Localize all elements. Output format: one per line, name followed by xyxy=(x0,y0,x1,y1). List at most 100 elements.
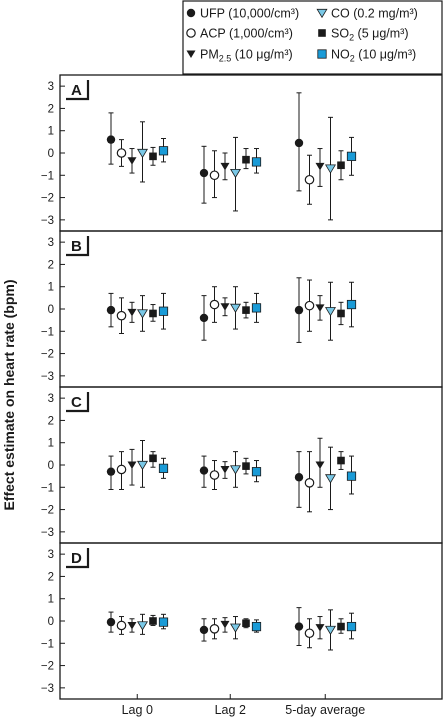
point-marker xyxy=(106,135,116,144)
y-tick-label: 1 xyxy=(48,438,54,450)
point-marker xyxy=(294,305,304,315)
data-point xyxy=(294,607,304,647)
point-marker xyxy=(149,617,157,625)
y-tick-label: −1 xyxy=(41,482,54,494)
point-marker xyxy=(149,309,157,318)
point-marker xyxy=(346,299,357,310)
legend-marker xyxy=(316,8,328,19)
data-point xyxy=(116,451,127,491)
y-tick-label: −3 xyxy=(41,527,54,539)
point-marker xyxy=(136,309,149,319)
data-point xyxy=(346,281,357,328)
data-point xyxy=(324,446,337,511)
data-point xyxy=(220,297,230,317)
panel-frame xyxy=(59,230,443,388)
legend-marker xyxy=(318,29,326,37)
y-tick-label: 3 xyxy=(48,81,54,93)
legend-item: SO2 (5 μg/m³) xyxy=(318,27,409,43)
point-marker xyxy=(158,306,169,316)
data-point xyxy=(158,292,169,330)
point-marker xyxy=(136,621,149,631)
point-marker xyxy=(324,307,337,317)
point-marker xyxy=(294,622,304,631)
point-marker xyxy=(242,619,250,628)
point-marker xyxy=(220,620,230,629)
data-point xyxy=(116,139,127,167)
point-marker xyxy=(242,462,250,470)
data-point xyxy=(158,613,169,630)
panel-label-frame xyxy=(66,392,90,413)
y-tick-label: 0 xyxy=(48,148,54,160)
point-marker xyxy=(346,471,357,481)
data-point xyxy=(149,304,157,322)
data-point xyxy=(337,150,345,181)
data-point xyxy=(229,451,242,488)
data-point xyxy=(304,154,315,205)
point-marker xyxy=(304,300,315,311)
data-point xyxy=(199,455,209,488)
legend-marker xyxy=(186,28,196,38)
point-marker xyxy=(116,310,127,321)
point-marker xyxy=(315,304,325,312)
point-marker xyxy=(337,309,345,318)
data-point xyxy=(242,457,250,475)
legend-item: CO (0.2 mg/m³) xyxy=(316,7,418,21)
data-point xyxy=(324,116,337,221)
point-marker xyxy=(251,303,262,313)
data-point xyxy=(136,121,149,183)
point-marker xyxy=(136,148,149,159)
legend-label: PM2.5 (10 μg/m³) xyxy=(200,48,293,64)
point-marker xyxy=(136,460,149,471)
legend-label: ACP (1,000/cm³) xyxy=(200,27,293,41)
point-marker xyxy=(220,303,230,311)
panel-label: D xyxy=(71,550,82,567)
y-tick-label: 1 xyxy=(48,126,54,138)
data-point xyxy=(106,455,116,491)
point-marker xyxy=(324,164,337,174)
data-point xyxy=(337,451,345,470)
legend-item: ACP (1,000/cm³) xyxy=(186,27,293,41)
point-marker xyxy=(127,308,137,317)
point-marker xyxy=(337,456,345,465)
x-tick-label: 5-day average xyxy=(285,703,365,717)
y-tick-label: 2 xyxy=(48,415,54,427)
data-point xyxy=(209,460,220,491)
point-marker xyxy=(315,162,325,171)
data-point xyxy=(127,301,137,323)
point-marker xyxy=(209,170,220,181)
data-point xyxy=(337,618,345,634)
data-point xyxy=(158,138,169,163)
point-marker xyxy=(242,155,250,164)
point-marker xyxy=(127,621,137,630)
point-marker xyxy=(315,461,325,469)
point-marker xyxy=(158,463,169,473)
x-tick-label: Lag 2 xyxy=(215,703,246,717)
point-marker xyxy=(116,148,127,158)
panel-label-frame xyxy=(66,548,90,569)
point-marker xyxy=(106,617,116,627)
data-point xyxy=(106,611,116,633)
point-marker xyxy=(337,161,345,170)
data-point xyxy=(304,279,315,332)
data-point xyxy=(304,618,315,649)
point-marker xyxy=(346,151,357,161)
data-point xyxy=(294,92,304,192)
point-marker xyxy=(294,138,304,148)
data-point xyxy=(149,146,157,166)
point-marker xyxy=(199,313,209,323)
data-point xyxy=(346,455,357,495)
y-tick-label: −1 xyxy=(41,326,54,338)
legend-item: PM2.5 (10 μg/m³) xyxy=(186,48,293,64)
point-marker xyxy=(199,168,209,178)
data-point xyxy=(106,292,116,328)
point-marker xyxy=(149,152,157,161)
point-marker xyxy=(220,162,230,171)
point-marker xyxy=(209,299,220,310)
point-marker xyxy=(337,622,345,631)
point-marker xyxy=(116,464,127,475)
x-tick-label: Lag 0 xyxy=(122,703,153,717)
point-marker xyxy=(251,467,262,477)
data-point xyxy=(337,301,345,326)
y-tick-label: −2 xyxy=(41,505,54,517)
data-point xyxy=(315,437,325,488)
